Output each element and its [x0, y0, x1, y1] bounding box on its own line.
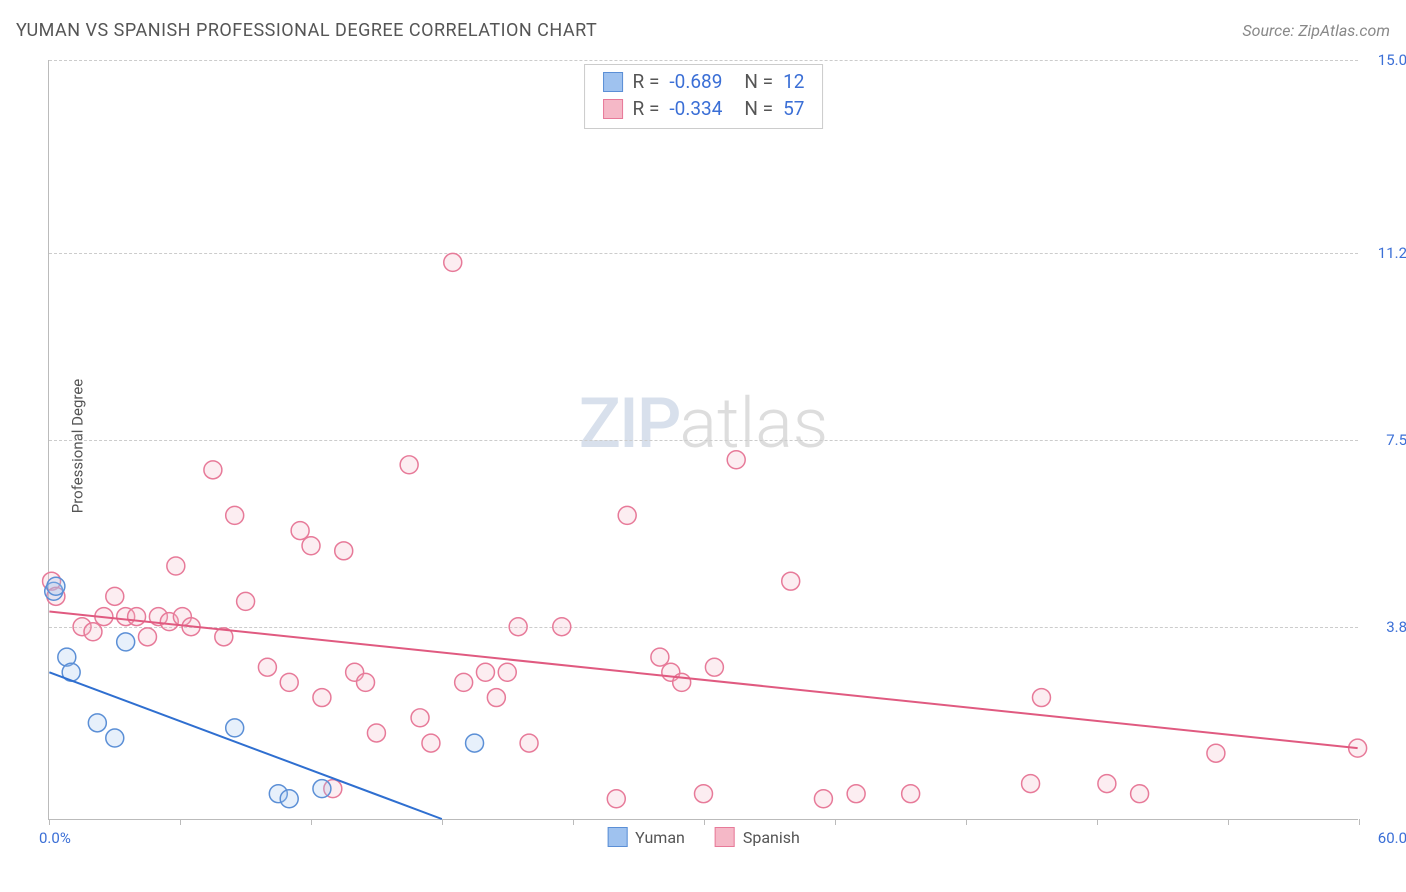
x-max-label: 60.0%	[1378, 829, 1406, 847]
data-point	[509, 618, 527, 636]
data-point	[782, 572, 800, 590]
x-tick	[835, 819, 836, 825]
data-point	[618, 506, 636, 524]
data-point	[204, 461, 222, 479]
y-tick-label: 7.5%	[1386, 431, 1406, 449]
y-tick-label: 15.0%	[1378, 51, 1406, 69]
x-tick	[704, 819, 705, 825]
x-tick	[49, 819, 50, 825]
legend-label-yuman: Yuman	[635, 828, 685, 847]
header: YUMAN VS SPANISH PROFESSIONAL DEGREE COR…	[16, 20, 1390, 41]
scatter-plot	[49, 60, 1358, 819]
x-tick	[442, 819, 443, 825]
data-point	[1098, 775, 1116, 793]
legend-item-spanish: Spanish	[715, 827, 800, 847]
n-value-spanish: 57	[783, 96, 804, 123]
data-point	[847, 785, 865, 803]
r-label: R =	[633, 96, 660, 123]
trend-line	[49, 612, 1357, 749]
data-point	[47, 577, 65, 595]
data-point	[106, 729, 124, 747]
x-tick	[1097, 819, 1098, 825]
data-point	[280, 790, 298, 808]
data-point	[476, 663, 494, 681]
data-point	[291, 522, 309, 540]
data-point	[313, 780, 331, 798]
data-point	[237, 592, 255, 610]
data-point	[226, 506, 244, 524]
data-point	[280, 673, 298, 691]
n-label: N =	[744, 96, 773, 123]
swatch-yuman	[607, 827, 627, 847]
x-tick	[311, 819, 312, 825]
data-point	[258, 658, 276, 676]
r-label: R =	[633, 69, 660, 96]
data-point	[1207, 744, 1225, 762]
source-label: Source: ZipAtlas.com	[1242, 21, 1390, 40]
data-point	[651, 648, 669, 666]
data-point	[302, 537, 320, 555]
x-tick	[180, 819, 181, 825]
trend-line	[49, 672, 441, 819]
n-value-yuman: 12	[783, 69, 804, 96]
data-point	[128, 608, 146, 626]
r-value-spanish: -0.334	[669, 96, 722, 123]
data-point	[88, 714, 106, 732]
data-point	[455, 673, 473, 691]
data-point	[705, 658, 723, 676]
data-point	[466, 734, 484, 752]
swatch-yuman	[603, 72, 623, 92]
y-tick-label: 11.2%	[1378, 244, 1406, 262]
x-tick	[573, 819, 574, 825]
data-point	[487, 689, 505, 707]
data-point	[814, 790, 832, 808]
data-point	[106, 587, 124, 605]
data-point	[498, 663, 516, 681]
data-point	[1131, 785, 1149, 803]
x-tick	[966, 819, 967, 825]
swatch-spanish	[715, 827, 735, 847]
data-point	[444, 253, 462, 271]
legend-row-yuman: R = -0.689 N = 12	[603, 69, 805, 96]
data-point	[167, 557, 185, 575]
data-point	[1022, 775, 1040, 793]
legend-row-spanish: R = -0.334 N = 57	[603, 96, 805, 123]
data-point	[138, 628, 156, 646]
data-point	[520, 734, 538, 752]
data-point	[695, 785, 713, 803]
n-label: N =	[744, 69, 773, 96]
data-point	[727, 451, 745, 469]
data-point	[117, 633, 135, 651]
data-point	[553, 618, 571, 636]
data-point	[400, 456, 418, 474]
data-point	[313, 689, 331, 707]
data-point	[335, 542, 353, 560]
data-point	[357, 673, 375, 691]
data-point	[1032, 689, 1050, 707]
data-point	[411, 709, 429, 727]
chart-area: ZIPatlas 3.8%7.5%11.2%15.0% R = -0.689 N…	[48, 60, 1358, 820]
data-point	[84, 623, 102, 641]
legend-item-yuman: Yuman	[607, 827, 685, 847]
x-tick	[1359, 819, 1360, 825]
data-point	[367, 724, 385, 742]
data-point	[902, 785, 920, 803]
x-min-label: 0.0%	[39, 829, 71, 847]
series-legend: Yuman Spanish	[607, 827, 800, 847]
data-point	[607, 790, 625, 808]
swatch-spanish	[603, 99, 623, 119]
legend-label-spanish: Spanish	[743, 828, 800, 847]
chart-title: YUMAN VS SPANISH PROFESSIONAL DEGREE COR…	[16, 20, 597, 41]
y-tick-label: 3.8%	[1386, 618, 1406, 636]
r-value-yuman: -0.689	[669, 69, 722, 96]
x-tick	[1228, 819, 1229, 825]
stats-legend: R = -0.689 N = 12 R = -0.334 N = 57	[584, 64, 824, 129]
data-point	[226, 719, 244, 737]
data-point	[422, 734, 440, 752]
